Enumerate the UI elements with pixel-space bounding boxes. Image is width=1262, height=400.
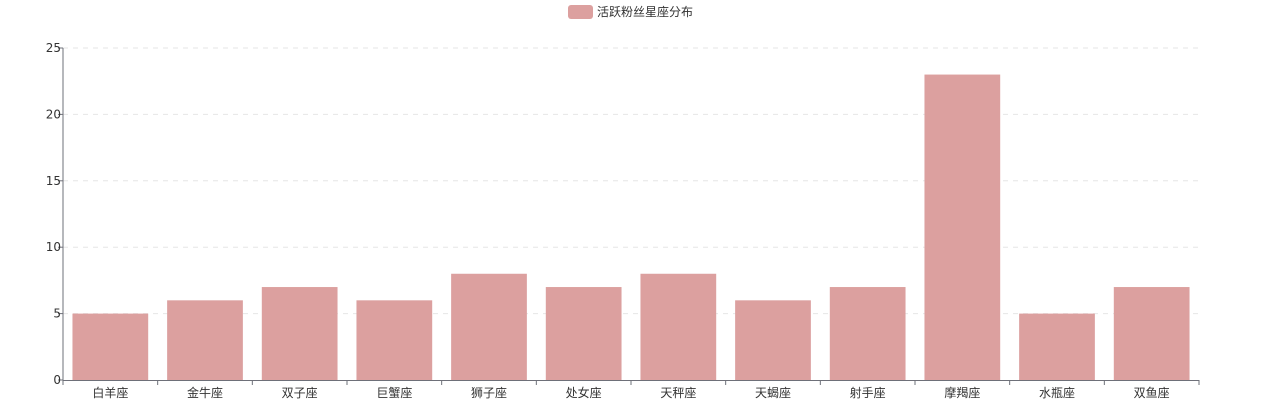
bar-2[interactable] bbox=[167, 300, 243, 380]
y-tick-label: 0 bbox=[53, 373, 61, 387]
x-tick-label: 双鱼座 bbox=[1134, 385, 1170, 400]
y-tick-label: 15 bbox=[46, 174, 61, 188]
bar-3[interactable] bbox=[261, 287, 338, 380]
legend[interactable]: 活跃粉丝星座分布 bbox=[568, 4, 693, 19]
bar-10[interactable] bbox=[924, 74, 1001, 380]
bar-4[interactable] bbox=[356, 300, 433, 380]
x-tick-label: 天蝎座 bbox=[755, 385, 791, 400]
x-tick-label: 射手座 bbox=[850, 385, 886, 400]
x-tick-label: 双子座 bbox=[282, 385, 318, 400]
x-tick-label: 摩羯座 bbox=[944, 385, 980, 400]
bars bbox=[72, 74, 1190, 380]
bar-7[interactable] bbox=[640, 273, 717, 380]
x-tick-labels: 白羊座 金牛座 双子座 巨蟹座 狮子座 处女座 天秤座 天蝎座 射手座 摩羯座 水瓶座 双鱼座 bbox=[62, 380, 1200, 400]
x-tick-label: 处女座 bbox=[566, 385, 602, 400]
x-tick-label: 巨蟹座 bbox=[376, 385, 412, 400]
bar-6[interactable] bbox=[545, 287, 622, 380]
y-tick-labels: 0 5 10 15 20 25 bbox=[46, 41, 63, 387]
bar-5[interactable] bbox=[451, 273, 527, 380]
bar-11[interactable] bbox=[1019, 313, 1095, 380]
y-tick-label: 20 bbox=[46, 107, 61, 121]
bar-8[interactable] bbox=[735, 300, 811, 380]
y-tick-label: 25 bbox=[46, 41, 61, 55]
y-tick-label: 10 bbox=[46, 240, 61, 254]
bar-9[interactable] bbox=[829, 287, 906, 380]
x-tick-label: 水瓶座 bbox=[1039, 385, 1075, 400]
y-tick-label: 5 bbox=[53, 307, 61, 321]
legend-swatch bbox=[568, 5, 593, 19]
x-tick-label: 天秤座 bbox=[660, 385, 696, 400]
bar-12[interactable] bbox=[1113, 287, 1190, 380]
bar-1[interactable] bbox=[72, 313, 149, 380]
grid-lines bbox=[63, 47, 1199, 315]
x-tick-label: 金牛座 bbox=[187, 385, 223, 400]
x-tick-label: 狮子座 bbox=[471, 385, 507, 400]
x-tick-label: 白羊座 bbox=[92, 385, 128, 400]
legend-label: 活跃粉丝星座分布 bbox=[597, 4, 693, 19]
